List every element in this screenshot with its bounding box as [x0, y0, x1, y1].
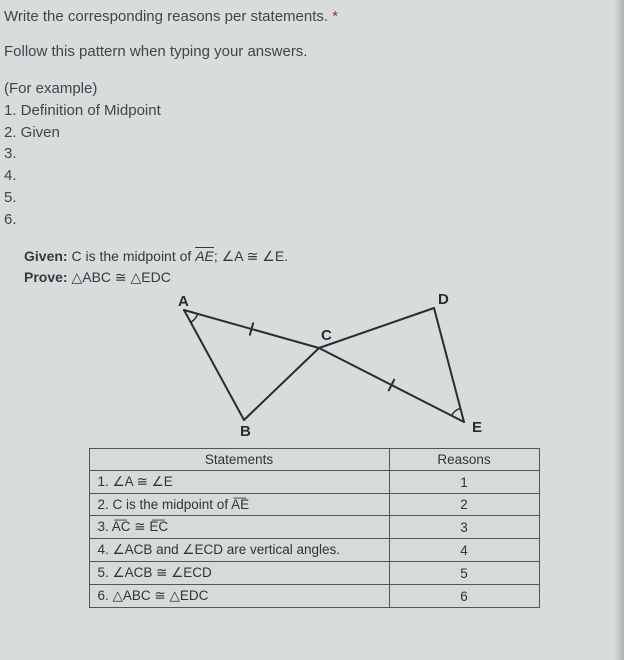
example-line: 3.: [4, 143, 624, 165]
svg-text:A: A: [178, 293, 189, 310]
table-row: 2. C is the midpoint of A͞E2: [89, 494, 539, 516]
statement-cell: 5. ∠ACB ≅ ∠ECD: [89, 562, 389, 585]
table-header-row: Statements Reasons: [89, 449, 539, 471]
reason-cell: 3: [389, 516, 539, 539]
statements-header: Statements: [89, 449, 389, 471]
svg-text:E: E: [472, 419, 482, 436]
reason-cell: 6: [389, 585, 539, 608]
svg-text:C: C: [321, 327, 332, 344]
prove-text: △ABC ≅ △EDC: [68, 269, 171, 285]
given-line: Given: C is the midpoint of AE; ∠A ≅ ∠E.: [24, 248, 624, 265]
statement-cell: 3. A͞C ≅ E͞C: [89, 516, 389, 539]
table-row: 4. ∠ACB and ∠ECD are vertical angles.4: [89, 539, 539, 562]
table-row: 5. ∠ACB ≅ ∠ECD5: [89, 562, 539, 585]
svg-text:B: B: [240, 423, 251, 440]
table-row: 6. △ABC ≅ △EDC6: [89, 585, 539, 608]
prove-label: Prove:: [24, 269, 68, 285]
figure-container: A B C D E: [4, 290, 624, 440]
statement-cell: 2. C is the midpoint of A͞E: [89, 494, 389, 516]
given-label: Given:: [24, 248, 68, 264]
table-row: 3. A͞C ≅ E͞C3: [89, 516, 539, 539]
given-text-before: C is the midpoint of: [68, 248, 196, 264]
required-asterisk: *: [332, 8, 338, 25]
instruction-text: Follow this pattern when typing your ans…: [4, 43, 624, 60]
reason-cell: 5: [389, 562, 539, 585]
example-line: 5.: [4, 187, 624, 209]
reason-cell: 1: [389, 471, 539, 494]
statement-cell: 1. ∠A ≅ ∠E: [89, 471, 389, 494]
page-shadow: [614, 0, 624, 660]
statement-cell: 4. ∠ACB and ∠ECD are vertical angles.: [89, 539, 389, 562]
prove-line: Prove: △ABC ≅ △EDC: [24, 269, 624, 286]
example-line: 1. Definition of Midpoint: [4, 100, 624, 122]
example-block: (For example) 1. Definition of Midpoint …: [4, 78, 624, 230]
svg-text:D: D: [438, 291, 449, 308]
example-line: 4.: [4, 165, 624, 187]
proof-table: Statements Reasons 1. ∠A ≅ ∠E1 2. C is t…: [89, 448, 540, 608]
question-title: Write the corresponding reasons per stat…: [4, 8, 624, 25]
given-segment: AE: [195, 248, 214, 264]
geometry-figure: A B C D E: [134, 290, 494, 440]
question-title-text: Write the corresponding reasons per stat…: [4, 8, 328, 25]
reason-cell: 2: [389, 494, 539, 516]
table-row: 1. ∠A ≅ ∠E1: [89, 471, 539, 494]
proof-table-container: Statements Reasons 1. ∠A ≅ ∠E1 2. C is t…: [4, 448, 624, 608]
example-line: 6.: [4, 209, 624, 231]
reasons-header: Reasons: [389, 449, 539, 471]
example-line: 2. Given: [4, 122, 624, 144]
reason-cell: 4: [389, 539, 539, 562]
example-lead: (For example): [4, 78, 624, 100]
given-text-after: ; ∠A ≅ ∠E.: [214, 248, 288, 264]
statement-cell: 6. △ABC ≅ △EDC: [89, 585, 389, 608]
